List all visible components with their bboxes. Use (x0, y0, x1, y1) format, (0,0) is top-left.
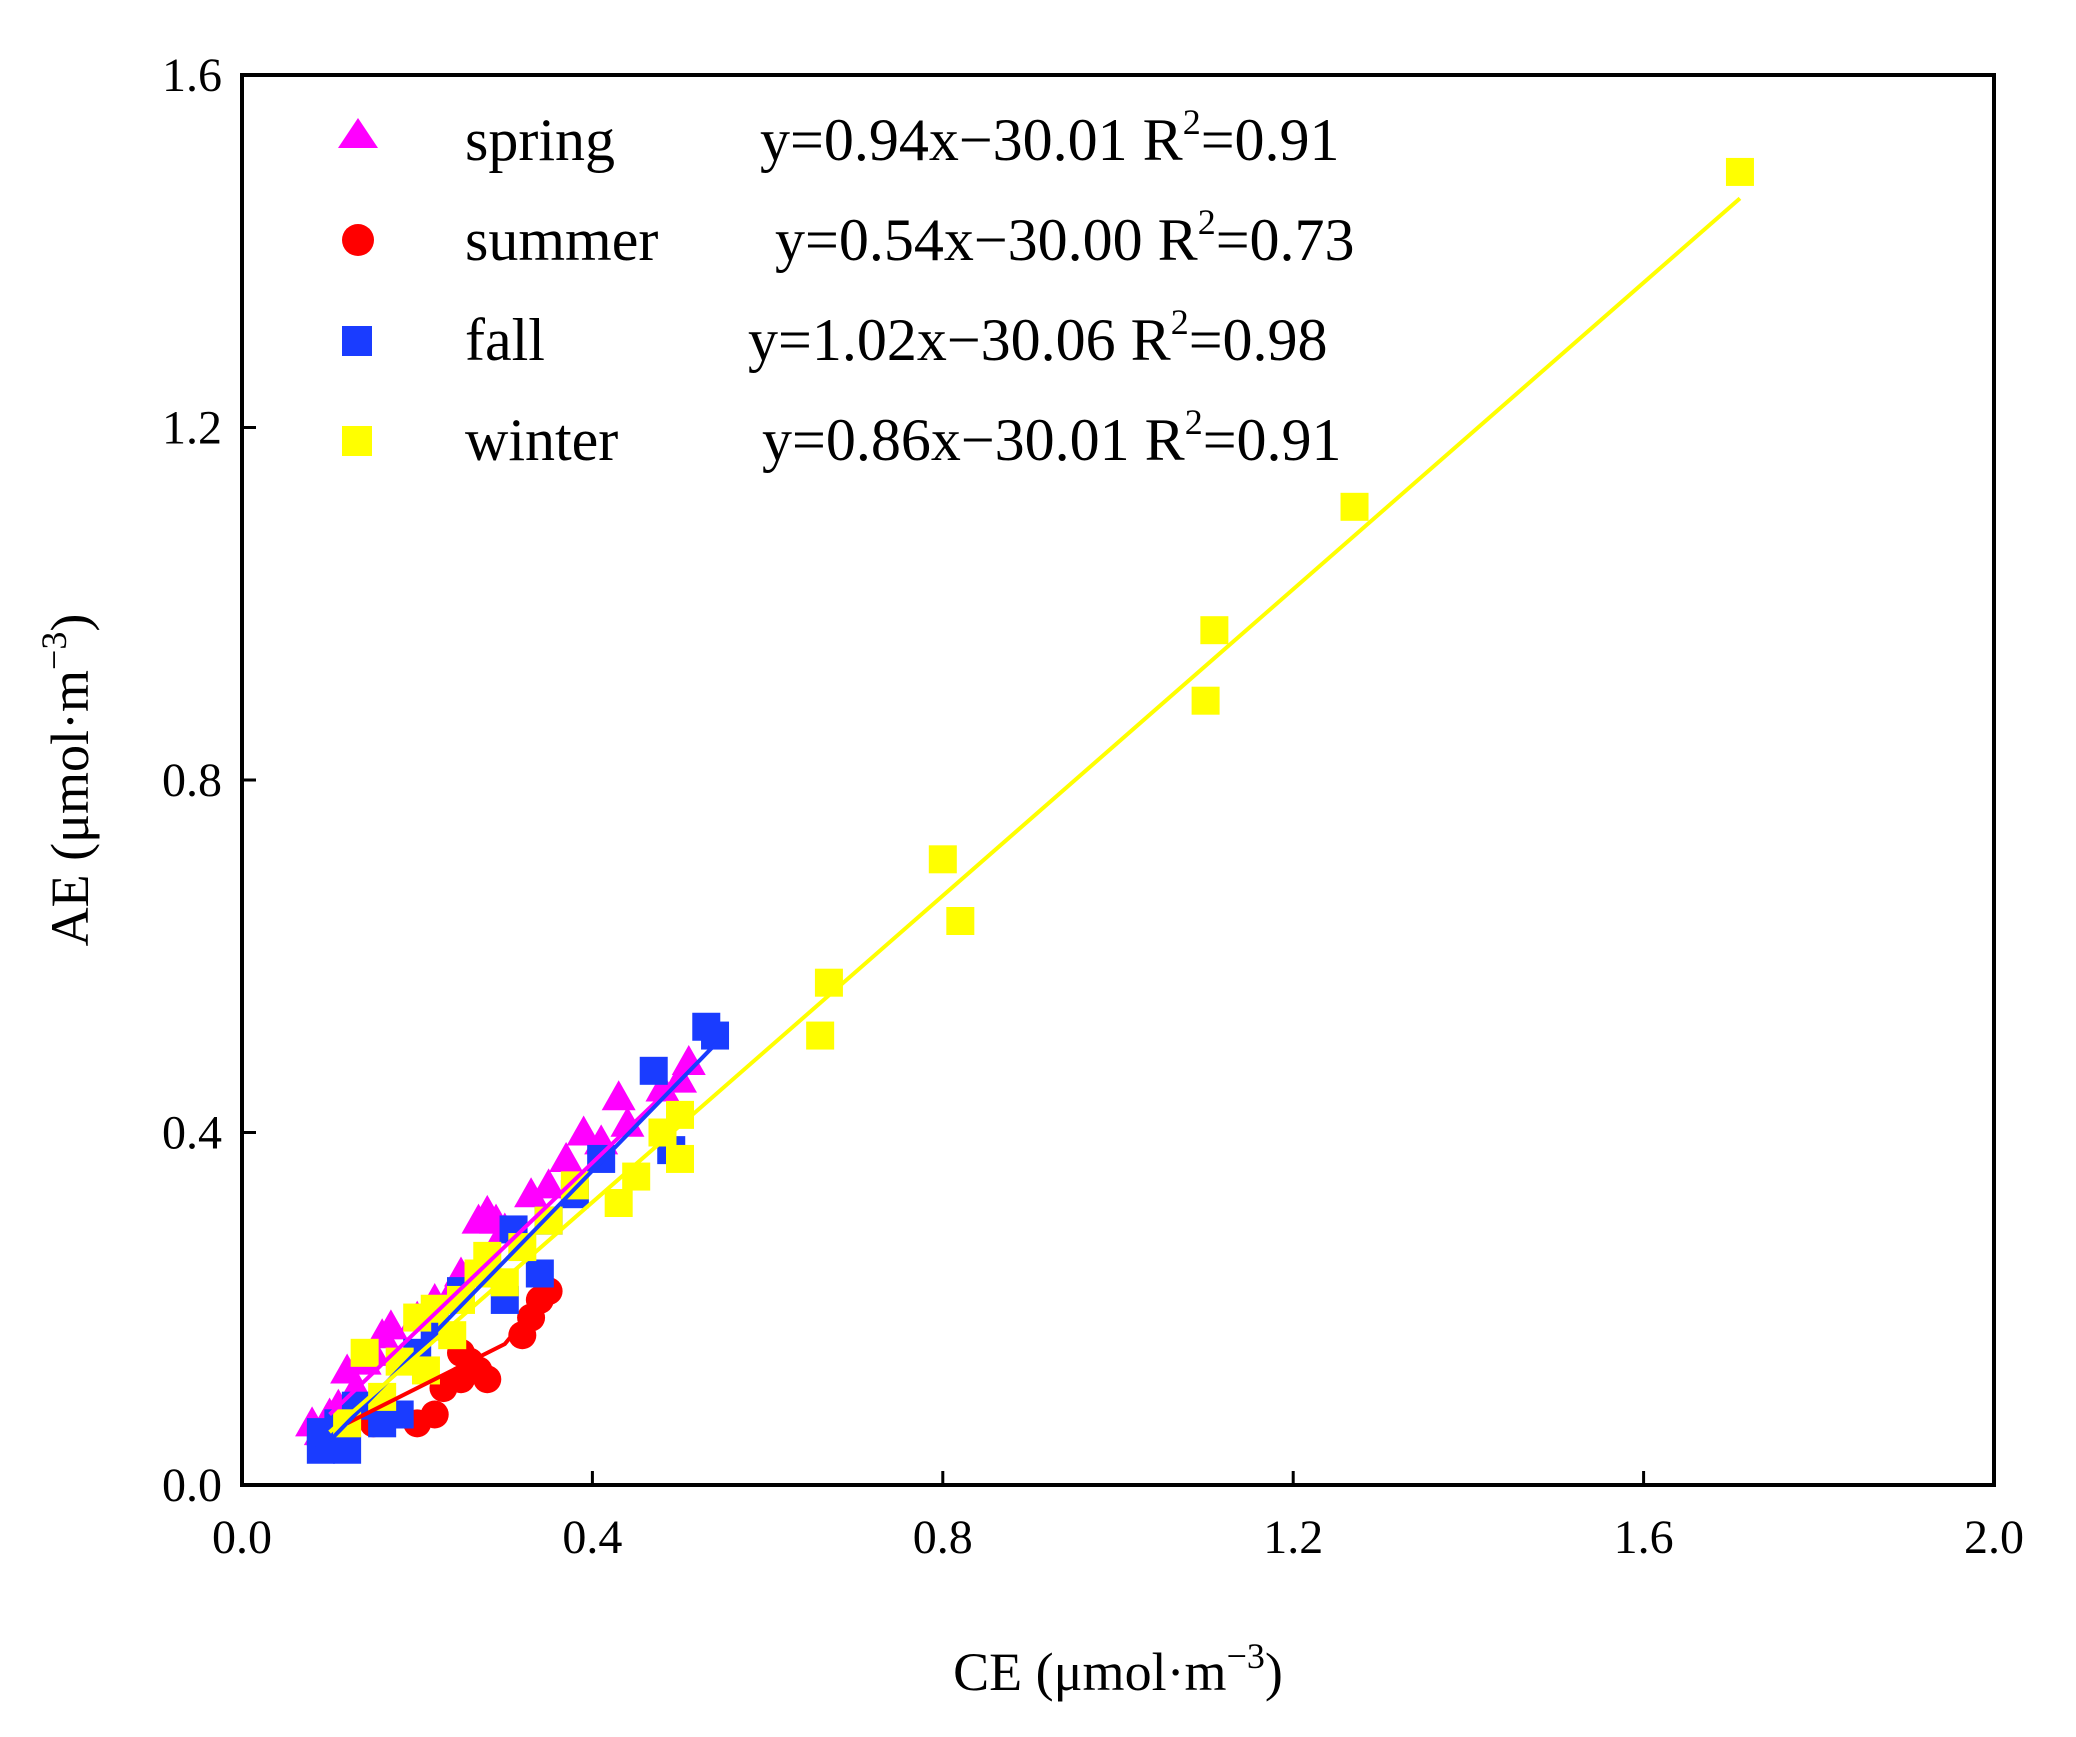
winter-fit-line (328, 196, 1742, 1434)
legend-marker-fall (342, 326, 372, 356)
summer-point (420, 1400, 449, 1429)
spring-fit-line (328, 1060, 699, 1416)
x-tick-label: 0.8 (913, 1511, 973, 1564)
spring-point (514, 1177, 549, 1208)
winter-point (1340, 492, 1369, 521)
fall-point (639, 1056, 668, 1085)
y-axis-title: AE (μmol·m−3) (34, 614, 100, 947)
winter-point (806, 1021, 835, 1050)
fit-lines (328, 196, 1742, 1443)
legend-entry-spring: spring y=0.94x−30.01 R2=0.91 (338, 102, 1340, 173)
legend-marker-summer (342, 224, 374, 256)
y-tick-label: 1.2 (162, 402, 222, 455)
winter-point (814, 968, 843, 997)
spring-point (531, 1168, 566, 1199)
legend-marker-winter (342, 426, 372, 456)
y-tick-label: 1.6 (162, 49, 222, 102)
x-axis-title: CE (μmol·m−3) (953, 1636, 1283, 1702)
legend-label-fall: fall (465, 307, 545, 373)
spring-point (566, 1115, 601, 1146)
y-tick-label: 0.4 (162, 1107, 222, 1160)
winter-point (560, 1171, 589, 1200)
legend-marker-spring (338, 118, 378, 148)
tick-layer: 0.0 0.4 0.8 1.2 1.6 2.0 0.0 0.4 0.8 1.2 1.6 (162, 49, 2024, 1564)
spring-point (373, 1309, 408, 1340)
winter-point (1200, 616, 1229, 645)
legend-label-winter: winter (465, 407, 618, 473)
winter-point (622, 1162, 651, 1191)
spring-point (601, 1080, 636, 1111)
x-tick-label: 1.2 (1263, 1511, 1323, 1564)
y-tick-label: 0.8 (162, 754, 222, 807)
winter-point (350, 1338, 379, 1367)
winter-point (946, 907, 975, 935)
spring-point (610, 1106, 645, 1137)
legend-entry-summer: summer y=0.54x−30.00 R2=0.73 (342, 202, 1355, 273)
winter-point (666, 1144, 694, 1173)
summer-point (473, 1365, 502, 1394)
legend-equation-winter: y=0.86x−30.01 R2=0.91 (762, 402, 1342, 473)
summer-fit-line (346, 1289, 551, 1426)
x-tick-label: 0.0 (212, 1511, 272, 1564)
y-tick-label: 0.0 (162, 1459, 222, 1512)
spring-point (671, 1045, 706, 1075)
fall-point (525, 1259, 554, 1288)
winter-point (604, 1189, 633, 1217)
fall-point (333, 1435, 362, 1464)
legend-equation-spring: y=0.94x−30.01 R2=0.91 (760, 102, 1340, 173)
winter-point (420, 1294, 449, 1323)
legend-label-summer: summer (465, 207, 658, 273)
spring-point (549, 1141, 584, 1172)
winter-point (1191, 686, 1220, 715)
winter-point (928, 845, 957, 874)
legend-equation-fall: y=1.02x−30.06 R2=0.98 (748, 302, 1328, 373)
legend-label-spring: spring (465, 107, 615, 173)
x-tick-label: 0.4 (562, 1511, 622, 1564)
legend-equation-summer: y=0.54x−30.00 R2=0.73 (775, 202, 1355, 273)
spring-point (645, 1071, 680, 1102)
x-tick-label: 1.6 (1614, 1511, 1674, 1564)
legend-entry-fall: fall y=1.02x−30.06 R2=0.98 (342, 302, 1328, 373)
legend-entry-winter: winter y=0.86x−30.01 R2=0.91 (342, 402, 1342, 473)
legend: spring y=0.94x−30.01 R2=0.91 summer y=0.… (338, 102, 1355, 473)
winter-point (1725, 157, 1754, 186)
plot-area-frame (240, 73, 1996, 1487)
x-tick-label: 2.0 (1964, 1511, 2024, 1564)
